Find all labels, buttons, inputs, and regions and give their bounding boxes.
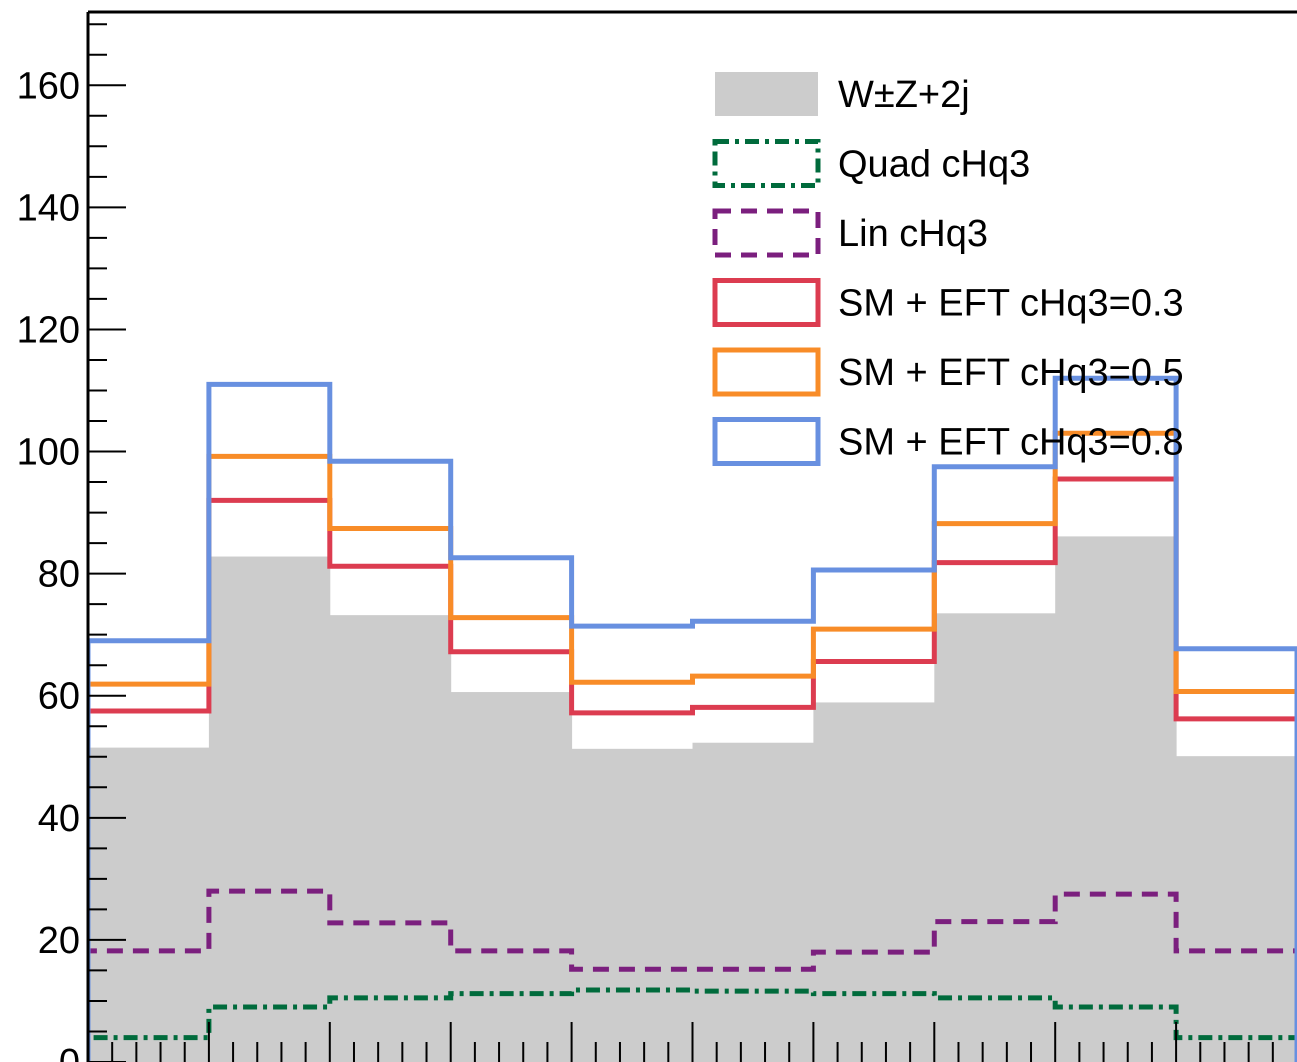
- legend-swatch: [715, 72, 818, 116]
- bar-w-z-2j-bin-5: [571, 748, 693, 1062]
- line-sm-eft-chq3-0-5: [88, 430, 1297, 1062]
- bar-w-z-2j-bin-7: [813, 702, 935, 1062]
- bar-w-z-2j-bin-6: [692, 742, 814, 1062]
- bar-w-z-2j-bin-8: [934, 613, 1056, 1062]
- legend-label: Lin cHq3: [838, 213, 988, 255]
- series-sm-eft-chq3-0-5: [88, 430, 1297, 1062]
- bar-w-z-2j-bin-10: [1176, 756, 1297, 1062]
- legend-label: SM + EFT cHq3=0.5: [838, 352, 1184, 394]
- line-sm-eft-chq3-0-8: [88, 375, 1297, 1062]
- legend-swatch: [712, 278, 821, 327]
- legend-label: Quad cHq3: [838, 144, 1030, 186]
- line-quad-chq3: [88, 987, 1297, 1062]
- legend-entry-sm-eft-chq3-0-8: SM + EFT cHq3=0.8: [712, 417, 1184, 466]
- legend-label: SM + EFT cHq3=0.3: [838, 283, 1184, 325]
- legend-swatch: [712, 347, 821, 397]
- bar-w-z-2j-bin-4: [450, 692, 573, 1062]
- axis-layer: 0 20 40 60 80 100 120 140 160: [17, 10, 1297, 1062]
- y-tick-label: 140: [17, 187, 80, 229]
- y-tick-label: 0: [59, 1042, 80, 1062]
- legend-label: SM + EFT cHq3=0.8: [838, 422, 1184, 464]
- y-tick-label: 20: [38, 920, 80, 962]
- bar-w-z-2j-bin-3: [329, 615, 452, 1062]
- y-tick-label: 60: [38, 676, 80, 718]
- legend-entry-sm-eft-chq3-0-5: SM + EFT cHq3=0.5: [712, 347, 1184, 397]
- y-tick-label: 80: [38, 554, 80, 596]
- y-tick-label: 160: [17, 65, 80, 107]
- legend-swatch: [712, 208, 821, 258]
- bar-w-z-2j-bin-9: [1055, 536, 1177, 1062]
- y-tick-label: 40: [38, 798, 80, 840]
- legend-label: W±Z+2j: [838, 74, 970, 116]
- legend-entry-sm-eft-chq3-0-3: SM + EFT cHq3=0.3: [712, 278, 1184, 327]
- legend: W±Z+2j Quad cHq3 Lin cHq3 SM + EFT cHq3=0.3…: [712, 72, 1184, 466]
- y-tick-label: 120: [17, 309, 80, 351]
- bar-w-z-2j-bin-2: [208, 556, 331, 1062]
- line-sm-eft-chq3-0-3: [88, 476, 1297, 1062]
- legend-entry-lin-chq3: Lin cHq3: [712, 208, 988, 258]
- series-sm-eft-chq3-0-8: [88, 375, 1297, 1062]
- legend-entry-w-z-2j: W±Z+2j: [715, 72, 970, 116]
- series-layer: [88, 375, 1297, 1062]
- series-sm-eft-chq3-0-3: [88, 476, 1297, 1062]
- series-quad-chq3: [88, 987, 1297, 1062]
- legend-entry-quad-chq3: Quad cHq3: [712, 139, 1030, 188]
- bar-w-z-2j-bin-1: [88, 747, 210, 1062]
- legend-swatch: [712, 417, 821, 466]
- legend-swatch: [712, 139, 821, 188]
- y-tick-label: 100: [17, 432, 80, 474]
- series-w-z-2j: [88, 536, 1297, 1062]
